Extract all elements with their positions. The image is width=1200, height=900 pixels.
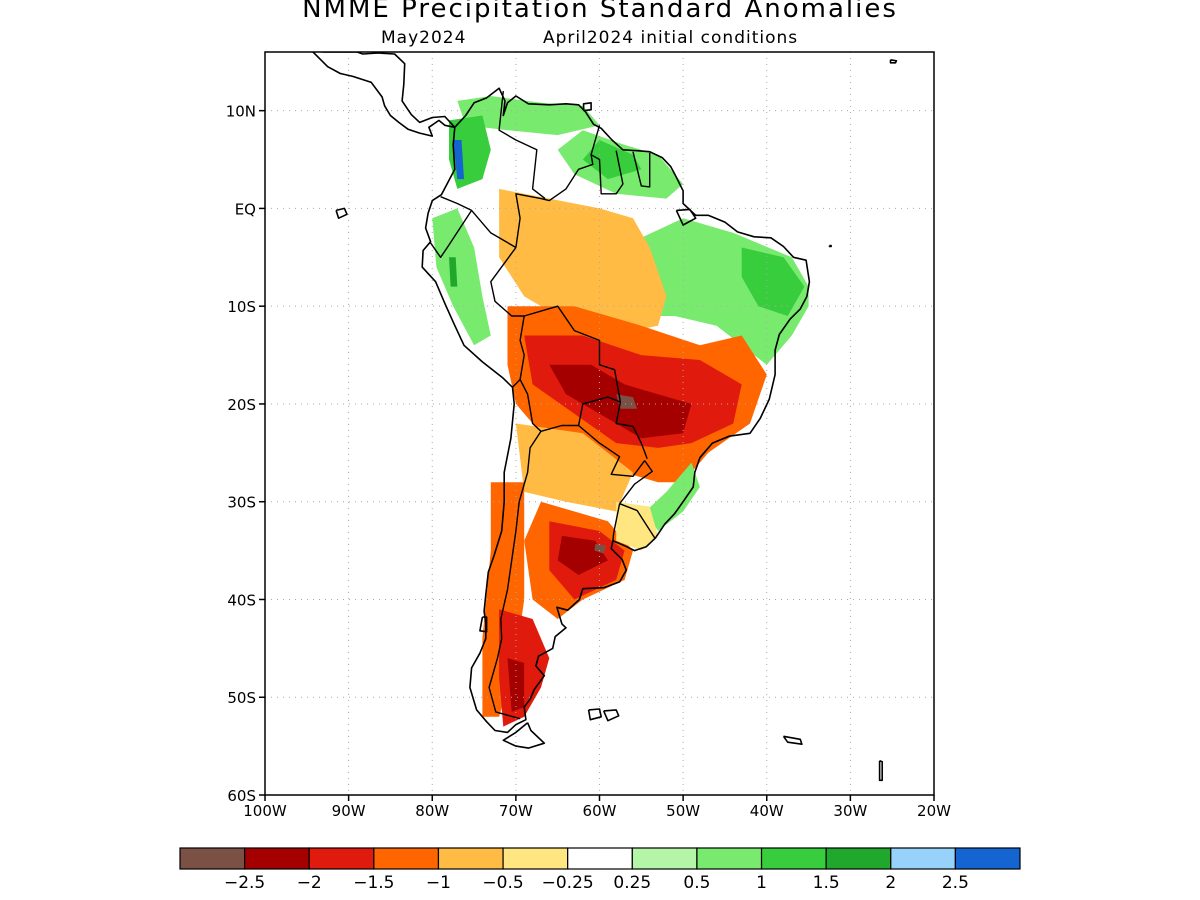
colorbar-label: 1 [756,873,767,893]
lat-tick-label: 50S [227,689,256,707]
lat-tick-label: EQ [235,200,256,218]
border-3 [429,210,473,258]
colorbar-label: 0.5 [683,873,710,893]
lat-tick-label: 30S [227,494,256,512]
colorbar: −2.5 −2 −1.5 −1 −0.5 −0.25 0.25 0.5 1 1.5 2 2.5 [179,847,1021,893]
anomaly-region-19 [594,543,607,554]
anomaly-region-22 [645,462,700,531]
colorbar-label: −1 [426,873,451,893]
coastline-10 [828,244,832,248]
coastline-9 [675,208,697,226]
initial-conditions: April2024 initial conditions [543,28,799,48]
colorbar-label: 2 [885,873,896,893]
lat-tick-label: 40S [227,591,256,609]
coastline-11 [889,59,898,64]
border-10 [540,424,579,432]
border-5 [519,315,525,380]
anomaly-region-6 [449,257,458,287]
coastline-12 [878,760,884,782]
coastline-8 [479,616,488,633]
coastline-6 [335,207,348,219]
coastline-1 [502,722,546,749]
anomaly-region-8 [741,247,805,316]
lon-tick-label: 80W [415,802,449,820]
lon-tick-label: 90W [332,802,366,820]
anomaly-region-13 [616,394,638,409]
map-title: NMME Precipitation Standard Anomalies [302,0,898,24]
lat-tick-label: 10S [227,298,256,316]
border-0 [498,91,546,200]
border-4 [490,247,525,317]
colorbar-swatch [825,847,892,870]
border-15 [612,503,621,541]
colorbar-swatch [437,847,504,870]
colorbar-label: −2.5 [224,873,265,893]
colorbar-label: 1.5 [813,873,840,893]
anomaly-fields [432,96,809,727]
forecast-month: May2024 [381,28,467,48]
colorbar-swatch [890,847,956,870]
border-11 [615,401,648,459]
colorbar-swatch [631,847,698,870]
anomaly-region-14 [515,423,633,512]
lat-tick-label: 60S [227,787,256,805]
colorbar-label: 0.25 [613,873,651,893]
anomaly-region-2 [582,140,642,180]
colorbar-label: 2.5 [942,873,969,893]
colorbar-swatch [373,847,440,870]
anomaly-region-0 [457,96,600,136]
coastline-7 [782,735,803,746]
border-12 [578,424,646,477]
anomaly-region-9 [499,188,667,336]
colorbar-swatch [954,847,1021,870]
lon-tick-label: 30W [833,802,867,820]
coastline-5 [602,709,620,722]
anomaly-region-21 [507,658,525,712]
lon-tick-label: 100W [243,802,287,820]
lon-tick-label: 40W [750,802,784,820]
border-13 [619,460,653,505]
colorbar-swatch [760,847,827,870]
coastline-3 [582,102,592,112]
coastline-4 [587,708,603,721]
colorbar-swatch [696,847,763,870]
lon-tick-label: 70W [499,802,533,820]
colorbar-swatch [567,847,633,870]
border-6 [511,379,521,388]
lon-tick-label: 60W [583,802,617,820]
border-19 [540,154,594,202]
border-14 [619,503,656,539]
colorbar-swatch [502,847,569,870]
border-2 [515,193,542,248]
lat-tick-label: 10N [226,103,256,121]
colorbar-swatch [244,847,310,870]
lon-tick-label: 20W [917,802,951,820]
border-8 [524,305,622,403]
border-7 [519,379,542,432]
anomaly-region-4 [453,140,464,180]
colorbar-label: −0.25 [542,873,594,893]
border-9 [577,396,621,426]
border-18 [632,151,651,188]
anomaly-region-23 [616,501,658,551]
colorbar-swatch [179,847,246,870]
colorbar-label: −2 [297,873,322,893]
colorbar-swatch [308,847,375,870]
colorbar-label: −1.5 [353,873,394,893]
colorbar-label: −0.5 [482,873,523,893]
anomaly-region-5 [432,208,491,346]
lon-tick-label: 50W [666,802,700,820]
country-borders [429,91,656,720]
coastline-2 [311,52,456,137]
lat-tick-label: 20S [227,396,256,414]
border-16 [488,430,542,720]
